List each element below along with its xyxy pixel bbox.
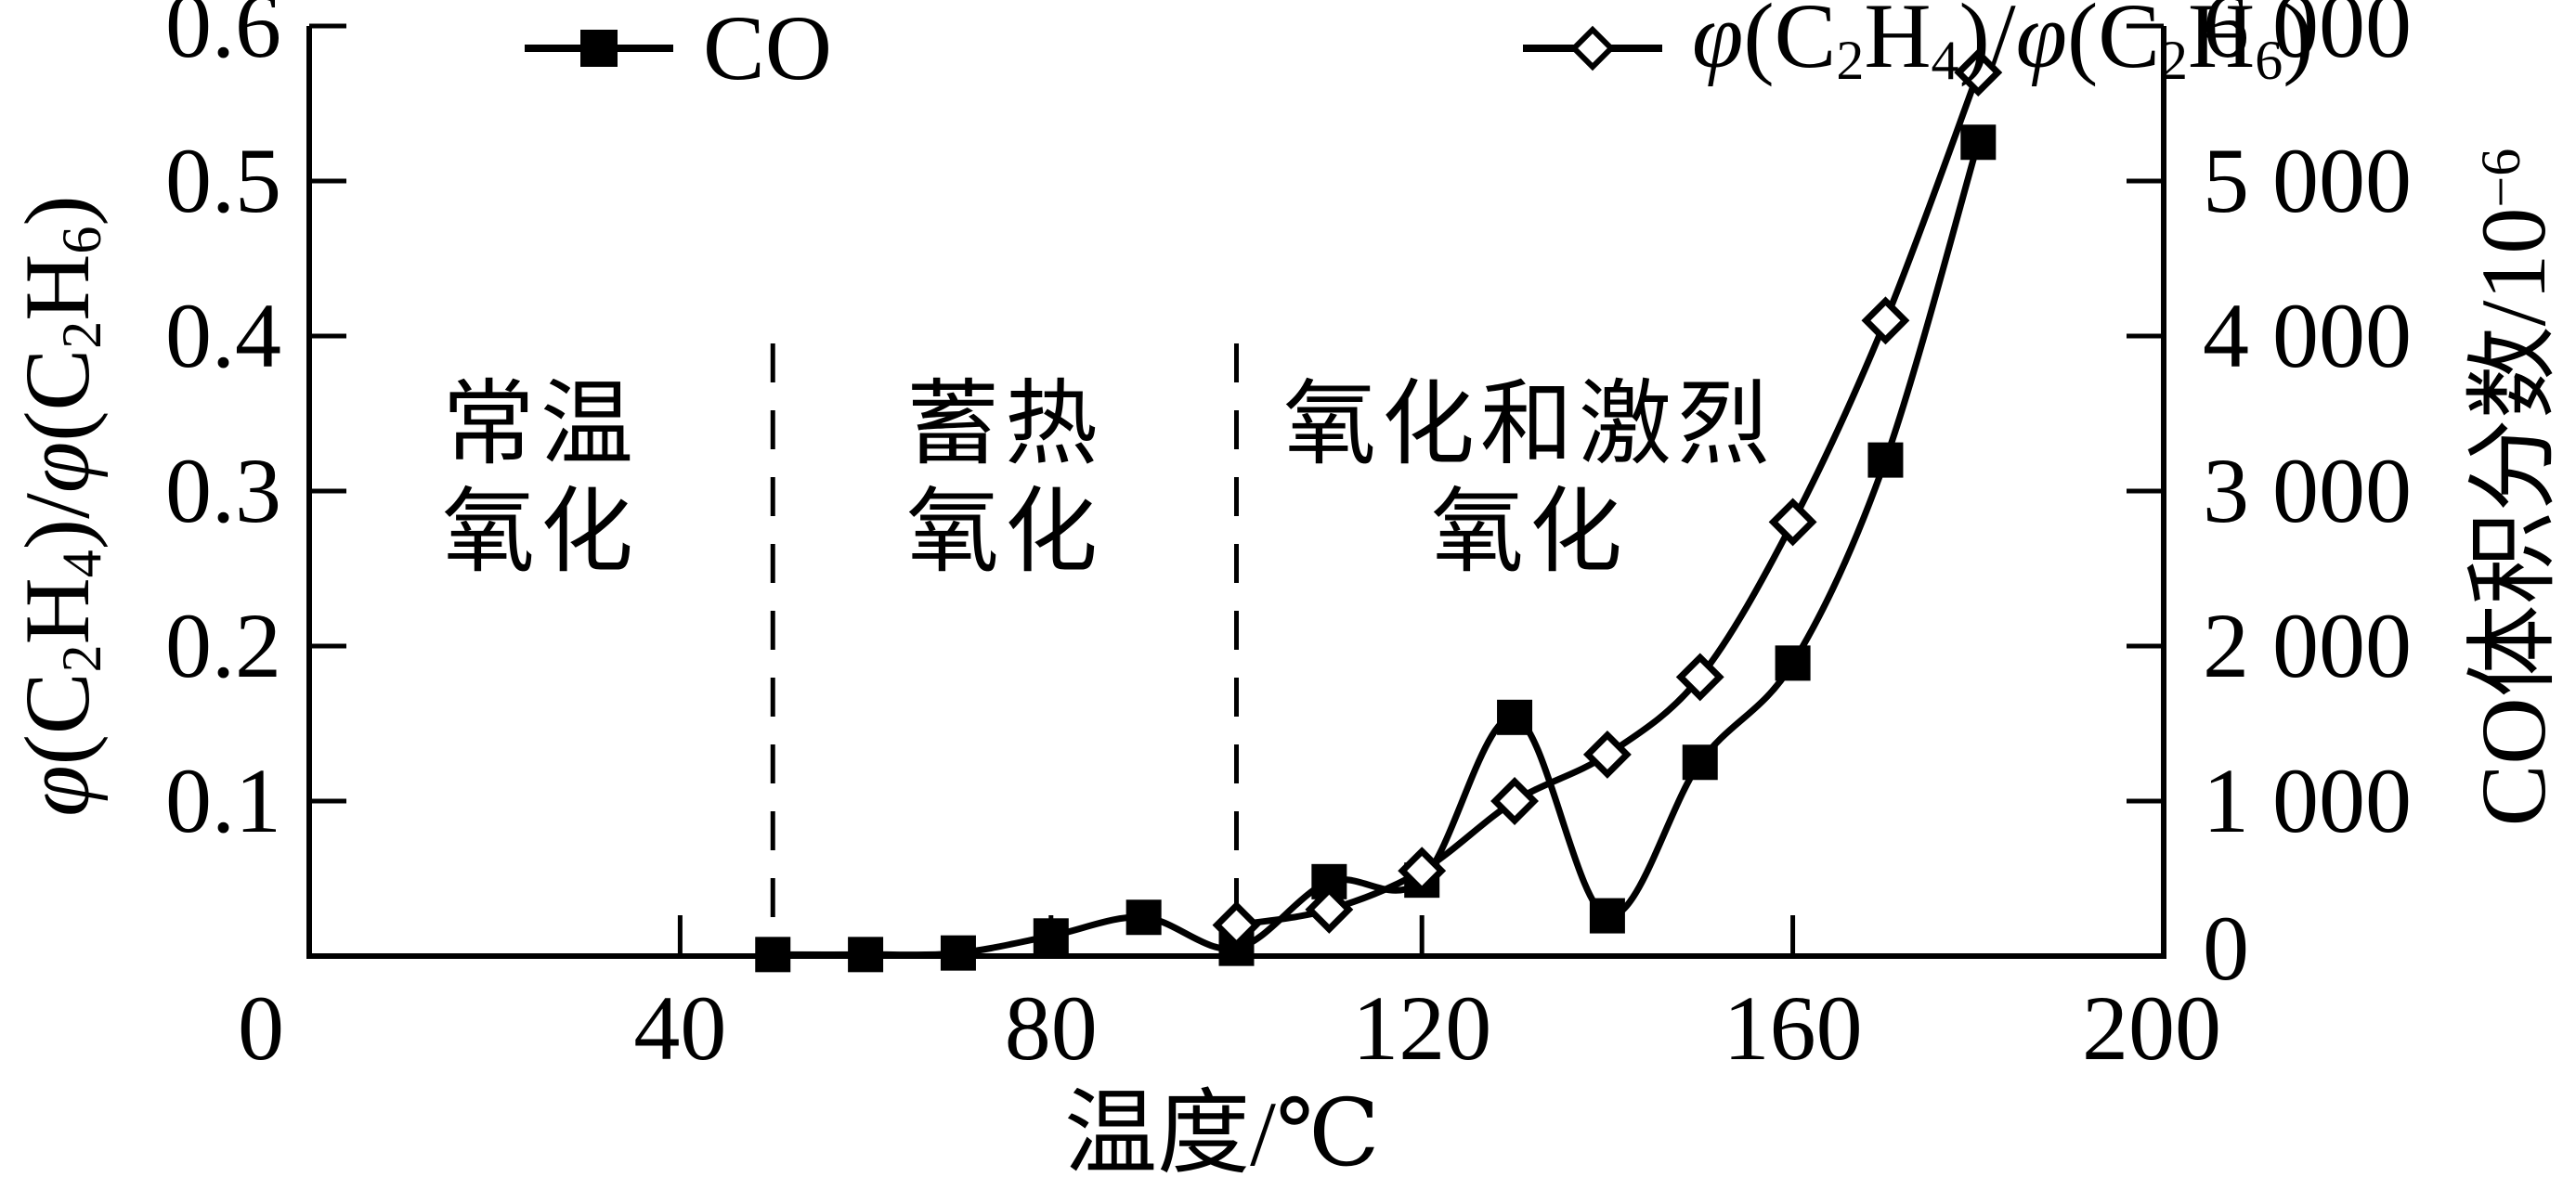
y-right-tick-label: 4 000 [2203, 284, 2412, 387]
marker-filled-square [848, 937, 884, 973]
marker-open-diamond [1490, 777, 1539, 825]
marker-filled-square [1867, 442, 1904, 478]
marker-filled-square [1033, 918, 1069, 954]
marker-filled-square [755, 937, 791, 973]
y-right-tick-label: 6 000 [2203, 0, 2412, 77]
marker-filled-square [1589, 898, 1625, 934]
y-left-tick-label: 0.1 [165, 749, 281, 852]
marker-open-diamond [1582, 730, 1632, 779]
marker-open-diamond [1954, 48, 2003, 97]
series-curve-co [773, 141, 1982, 959]
marker-filled-square [1775, 645, 1811, 681]
region-label-line: 氧化 [1431, 481, 1628, 584]
marker-filled-square [1682, 744, 1718, 781]
y-right-tick-label: 0 [2203, 897, 2249, 1000]
x-tick-label: 160 [1723, 977, 1863, 1080]
legend-label-ratio: φ(C2H4)/φ(C2H6) [1692, 0, 2314, 92]
y-axis-right-title: CO体积分数/10−6 [2462, 148, 2565, 827]
y-left-tick-label: 0.4 [165, 284, 281, 387]
y-left-tick-label: 0.6 [165, 0, 281, 77]
y-left-tick-label: 0.2 [165, 594, 281, 697]
x-axis-title: 温度/℃ [1064, 1082, 1380, 1185]
marker-filled-square [1497, 699, 1533, 735]
marker-open-diamond [1212, 900, 1261, 950]
region-label-line: 常温 [442, 373, 639, 476]
y-right-tick-label: 3 000 [2203, 439, 2412, 542]
marker-open-diamond [1305, 885, 1354, 934]
marker-open-diamond [1398, 847, 1447, 896]
y-right-tick-label: 2 000 [2203, 594, 2412, 697]
legend-label-co: CO [703, 0, 832, 99]
marker-filled-square [1125, 899, 1162, 936]
region-label-line: 氧化 [906, 481, 1103, 584]
legend-item-ratio: φ(C2H4)/φ(C2H6) [1523, 0, 2314, 97]
region-label-line: 蓄热 [906, 373, 1103, 476]
marker-open-diamond [1861, 296, 1910, 345]
marker-filled-square [940, 935, 976, 971]
marker-open-diamond [1768, 498, 1817, 547]
x-tick-label: 40 [633, 977, 727, 1080]
x-tick-label: 120 [1352, 977, 1492, 1080]
legend-diamond-marker-icon [1523, 25, 1662, 71]
region-label-line: 氧化和激烈 [1283, 373, 1776, 476]
legend-square-marker-icon [525, 30, 673, 67]
legend-item-co: CO [525, 0, 832, 97]
region-label-line: 氧化 [442, 481, 639, 584]
x-tick-label: 80 [1004, 977, 1098, 1080]
y-right-tick-label: 1 000 [2203, 749, 2412, 852]
x-tick-label: 200 [2082, 977, 2221, 1080]
marker-filled-square [1960, 124, 1997, 161]
y-left-tick-label: 0.5 [165, 129, 281, 232]
marker-open-diamond [1675, 653, 1724, 702]
x-tick-label: 0 [238, 977, 284, 1080]
y-left-tick-label: 0.3 [165, 439, 281, 542]
y-right-tick-label: 5 000 [2203, 129, 2412, 232]
chart-legend: CO φ(C2H4)/φ(C2H6) [0, 0, 2576, 102]
